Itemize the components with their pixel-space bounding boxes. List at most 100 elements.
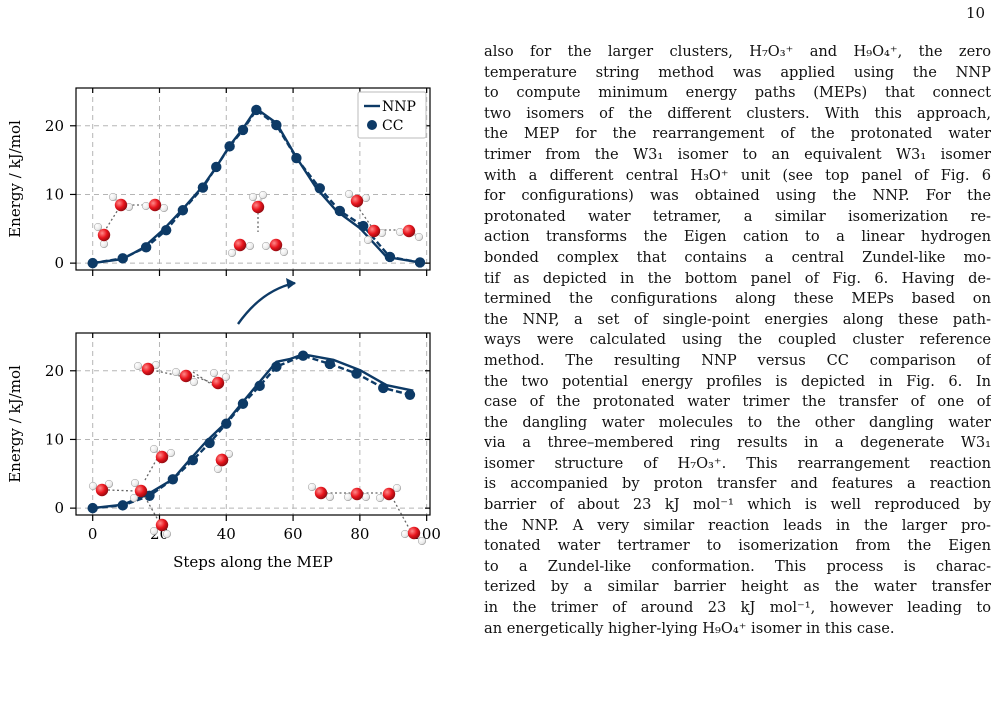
hydrogen-atom [417, 536, 427, 546]
data-point-cc [324, 358, 336, 370]
text-line: termined the configurations along these … [484, 290, 991, 308]
data-point-cc [384, 251, 396, 263]
data-point-cc [204, 437, 215, 449]
y-axis-label: Energy / kJ/mol [6, 365, 24, 483]
hydrogen-atom [171, 367, 181, 377]
oxygen-atom [350, 487, 364, 501]
hydrogen-atom [149, 444, 159, 454]
oxygen-atom [134, 484, 148, 498]
text-line: for configurations) was obtained using t… [484, 187, 991, 205]
data-point-cc [117, 253, 128, 264]
text-line: bonded complex that contains a central Z… [484, 248, 991, 266]
x-axis-label: Steps along the MEP [173, 553, 333, 571]
text-line: with a different central H₃O⁺ unit (see … [484, 166, 991, 184]
y-axis-label: Energy / kJ/mol [6, 120, 24, 238]
hydrogen-atom [149, 526, 159, 536]
data-point-cc [271, 119, 282, 131]
hydrogen-bond [144, 456, 159, 481]
hydrogen-atom [414, 232, 424, 242]
text-line: to a Zundel-like conformation. This proc… [484, 557, 991, 575]
oxygen-atom [251, 200, 265, 214]
text-line: protonated water tetramer, a similar iso… [484, 207, 991, 225]
y-tick-label: 0 [54, 499, 64, 517]
data-point-cc [211, 161, 222, 173]
oxygen-atom [179, 369, 193, 383]
oxygen-atom [95, 483, 109, 497]
data-point-cc [251, 104, 262, 116]
data-point-cc [351, 368, 362, 379]
hydrogen-atom [248, 192, 258, 202]
oxygen-atom [211, 376, 225, 390]
hydrogen-atom [227, 248, 237, 258]
hydrogen-atom [213, 464, 223, 474]
data-point-cc [117, 500, 128, 511]
data-point-cc [221, 418, 232, 429]
hydrogen-atom [343, 492, 353, 502]
y-tick-label: 20 [45, 362, 64, 380]
hydrogen-atom [108, 192, 118, 202]
hydrogen-bond [192, 375, 214, 384]
hydrogen-bond [391, 496, 411, 531]
text-line: trimer from the W3₁ isomer to an equival… [484, 145, 991, 163]
data-point-cc [334, 205, 346, 217]
text-line: case of the protonated water trimer the … [484, 393, 991, 411]
data-point-cc [414, 257, 426, 268]
figure-6: 0 10 20 Energy / kJ/mol NNP CC 0 20 40 60 80 100 0 1… [0, 0, 470, 712]
text-line: barrier of about 23 kJ mol⁻¹ which is we… [484, 496, 991, 514]
data-point-cc [404, 389, 416, 401]
text-line: an energetically higher-lying H₉O₄⁺ isom… [484, 619, 895, 637]
data-point-cc [254, 380, 265, 392]
hydrogen-atom [224, 449, 234, 459]
hydrogen-atom [325, 492, 335, 502]
molecule-structures [88, 189, 427, 546]
reaction-arrow-head [286, 278, 296, 289]
data-point-cc [237, 398, 249, 409]
data-point-cc [314, 183, 325, 194]
text-line: via a three–membered ring results in a d… [484, 434, 991, 452]
data-point-cc [87, 257, 98, 269]
x-tick-label: 60 [284, 525, 303, 543]
hydrogen-bond [103, 204, 122, 233]
data-point-cc [291, 152, 302, 164]
oxygen-atom [407, 526, 421, 540]
data-point-cc [197, 182, 209, 193]
chart-top-panel: 0 10 20 Energy / kJ/mol NNP CC [6, 87, 431, 276]
text-line: temperature string method was applied us… [484, 63, 991, 81]
data-point-cc [378, 382, 389, 394]
text-line: terized by a similar barrier height as t… [484, 578, 991, 596]
y-tick-label: 0 [54, 254, 64, 272]
hydrogen-atom [209, 368, 219, 378]
text-line: the dangling water molecules to the othe… [484, 413, 991, 431]
reaction-arrow [237, 281, 296, 325]
text-line: is accompanied by proton transfer and fe… [484, 475, 991, 493]
data-point-cc [237, 124, 249, 136]
legend-swatch-cc [367, 120, 377, 130]
hydrogen-atom [375, 493, 385, 503]
plot-frame [75, 87, 431, 271]
x-tick-label: 0 [88, 525, 98, 543]
hydrogen-atom [395, 227, 405, 237]
text-line: in the trimer of around 23 kJ mol⁻¹, how… [484, 599, 991, 617]
hydrogen-atom [261, 241, 271, 251]
text-line: ways were calculated using the coupled c… [484, 331, 991, 349]
data-point-cc [167, 474, 179, 485]
page-number: 10 [966, 4, 986, 22]
hydrogen-atom [361, 492, 371, 502]
body-text: also for the larger clusters, H₇O₃⁺ and … [484, 42, 991, 712]
hydrogen-atom [400, 529, 410, 539]
data-point-cc [140, 242, 152, 253]
text-line: the NNP. A very similar reaction leads i… [484, 516, 991, 534]
hydrogen-bond [356, 205, 375, 231]
plot-frame [75, 332, 431, 516]
data-point-cc [187, 454, 199, 466]
text-line: isomer structure of H₇O₃⁺. This rearrang… [484, 454, 991, 472]
hydrogen-atom [141, 201, 151, 211]
y-tick-label: 10 [45, 430, 64, 448]
data-point-cc [224, 141, 235, 152]
data-point-cc [271, 361, 282, 372]
hydrogen-atom [88, 481, 98, 491]
text-line: two isomers of the different clusters. W… [484, 104, 991, 122]
oxygen-atom [314, 486, 328, 500]
